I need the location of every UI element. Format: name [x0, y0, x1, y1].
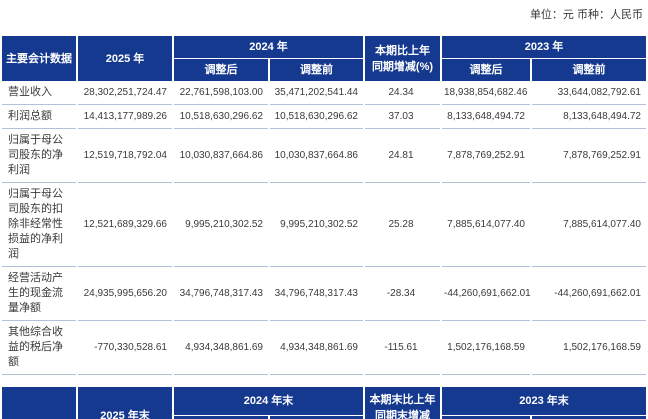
header-change-line1: 本期末比上年: [369, 394, 436, 406]
header-change-percent: 本期比上年 同期增减(%): [365, 36, 440, 81]
value-2023-adjusted: 8,133,648,494.72: [442, 105, 530, 129]
header-2024-original: 调整前: [270, 415, 363, 419]
value-2024-original: 10,518,630,296.62: [270, 105, 363, 129]
table-row-other-comprehensive-income: 其他综合收益的税后净额 -770,330,528.61 4,934,348,86…: [2, 321, 646, 375]
table1-header: 主要会计数据 2025 年 2024 年 本期比上年 同期增减(%) 2023 …: [2, 36, 646, 81]
header-2024-original: 调整前: [270, 58, 363, 81]
value-2024-adjusted: 22,761,598,103.00: [174, 81, 268, 105]
header-change-line2: 同期增减(%): [371, 60, 434, 73]
header-year-2023: 2023 年: [442, 36, 646, 58]
row-label: 归属于母公司股东的净利润: [2, 129, 76, 183]
value-2025: -770,330,528.61: [78, 321, 172, 375]
header-2023-adjusted: 调整后: [442, 58, 530, 81]
value-2024-adjusted: 4,934,348,861.69: [174, 321, 268, 375]
table-row-revenue: 营业收入 28,302,251,724.47 22,761,598,103.00…: [2, 81, 646, 105]
header-corner-label: 主要会计数据: [2, 36, 76, 81]
value-2024-adjusted: 10,030,837,664.86: [174, 129, 268, 183]
value-2024-original: 9,995,210,302.52: [270, 183, 363, 267]
value-2024-adjusted: 10,518,630,296.62: [174, 105, 268, 129]
value-2023-original: 33,644,082,792.61: [532, 81, 646, 105]
value-2023-adjusted: 7,878,769,252.91: [442, 129, 530, 183]
value-2024-adjusted: 34,796,748,317.43: [174, 267, 268, 321]
value-2025: 12,519,718,792.04: [78, 129, 172, 183]
value-change-percent: -28.34: [365, 267, 440, 321]
header-period-end-change-percent: 本期末比上年 同期末增减(%): [365, 387, 440, 419]
header-2023-adjusted: 调整后: [442, 415, 530, 419]
row-label: 归属于母公司股东的扣除非经常性损益的净利润: [2, 183, 76, 267]
value-2023-original: 8,133,648,494.72: [532, 105, 646, 129]
value-2025: 28,302,251,724.47: [78, 81, 172, 105]
value-2023-original: -44,260,691,662.01: [532, 267, 646, 321]
value-2023-original: 7,885,614,077.40: [532, 183, 646, 267]
value-2023-adjusted: 7,885,614,077.40: [442, 183, 530, 267]
header-change-line1: 本期比上年: [375, 44, 430, 57]
header-year-2024: 2024 年: [174, 36, 363, 58]
key-accounting-data-table: 主要会计数据 2025 年 2024 年 本期比上年 同期增减(%) 2023 …: [0, 36, 648, 375]
value-2024-original: 35,471,202,541.44: [270, 81, 363, 105]
value-change-percent: -115.61: [365, 321, 440, 375]
header-2023-original: 调整前: [532, 415, 646, 419]
row-label: 其他综合收益的税后净额: [2, 321, 76, 375]
value-change-percent: 24.34: [365, 81, 440, 105]
value-change-percent: 37.03: [365, 105, 440, 129]
value-2025: 24,935,995,656.20: [78, 267, 172, 321]
header-year-end-2023: 2023 年末: [442, 387, 646, 416]
row-label: 经营活动产生的现金流量净额: [2, 267, 76, 321]
value-2023-adjusted: 18,938,854,682.46: [442, 81, 530, 105]
header-year-2025: 2025 年: [78, 36, 172, 81]
value-2023-original: 1,502,176,168.59: [532, 321, 646, 375]
header-change-line2: 同期末增减(%): [375, 410, 430, 419]
header-year-end-2024: 2024 年末: [174, 387, 363, 416]
header-2024-adjusted: 调整后: [174, 58, 268, 81]
header-year-end-2025: 2025 年末: [78, 387, 172, 419]
value-2025: 14,413,177,989.26: [78, 105, 172, 129]
value-2024-original: 10,030,837,664.86: [270, 129, 363, 183]
table-row-total-profit: 利润总额 14,413,177,989.26 10,518,630,296.62…: [2, 105, 646, 129]
period-end-data-table: 2025 年末 2024 年末 本期末比上年 同期末增减(%) 2023 年末 …: [0, 387, 648, 419]
row-label: 利润总额: [2, 105, 76, 129]
value-2024-original: 4,934,348,861.69: [270, 321, 363, 375]
header-2024-adjusted: 调整后: [174, 415, 268, 419]
value-change-percent: 24.81: [365, 129, 440, 183]
table-row-net-profit-deducted: 归属于母公司股东的扣除非经常性损益的净利润 12,521,689,329.66 …: [2, 183, 646, 267]
value-2024-adjusted: 9,995,210,302.52: [174, 183, 268, 267]
value-change-percent: 25.28: [365, 183, 440, 267]
value-2025: 12,521,689,329.66: [78, 183, 172, 267]
unit-note: 单位：元 币种：人民币: [529, 9, 643, 21]
header-corner-blank: [2, 387, 76, 419]
value-2023-original: 7,878,769,252.91: [532, 129, 646, 183]
table2-header: 2025 年末 2024 年末 本期末比上年 同期末增减(%) 2023 年末 …: [2, 387, 646, 419]
table-row-net-profit-parent: 归属于母公司股东的净利润 12,519,718,792.04 10,030,83…: [2, 129, 646, 183]
row-label: 营业收入: [2, 81, 76, 105]
value-2024-original: 34,796,748,317.43: [270, 267, 363, 321]
value-2023-adjusted: 1,502,176,168.59: [442, 321, 530, 375]
header-2023-original: 调整前: [532, 58, 646, 81]
value-2023-adjusted: -44,260,691,662.01: [442, 267, 531, 321]
table-row-operating-cash-flow: 经营活动产生的现金流量净额 24,935,995,656.20 34,796,7…: [2, 267, 646, 321]
